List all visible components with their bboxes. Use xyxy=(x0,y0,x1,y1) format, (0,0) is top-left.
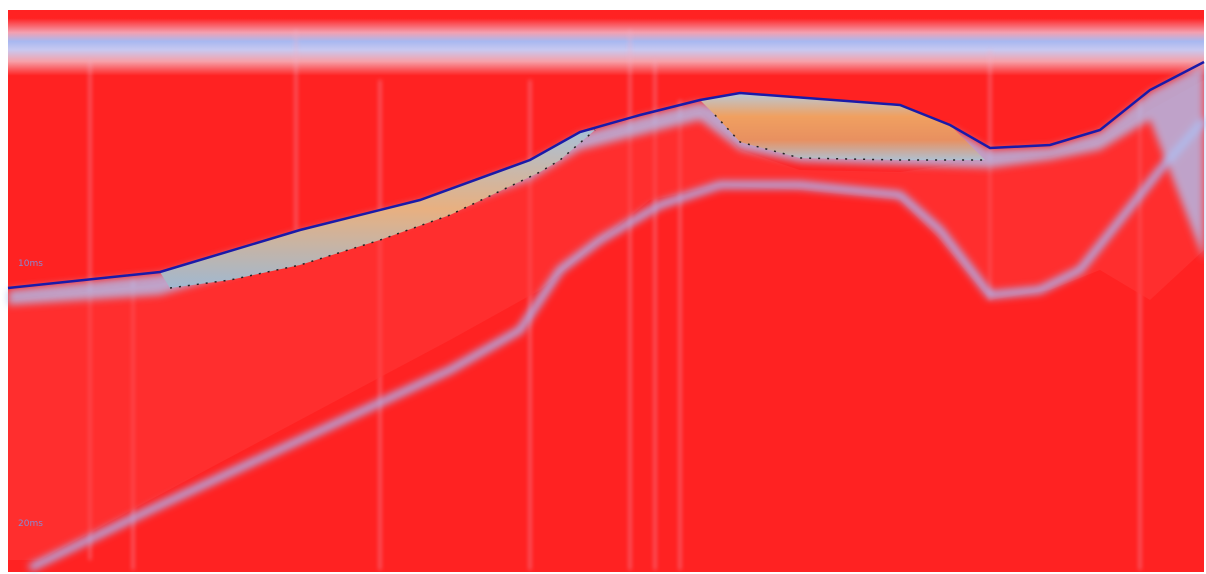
depth-label: 20ms xyxy=(18,519,43,529)
echogram: 10ms 20ms xyxy=(0,0,1206,574)
surface-band xyxy=(8,18,1204,76)
page: 10ms 20ms (() => { const data = JSON.par… xyxy=(0,0,1206,574)
depth-label: 10ms xyxy=(18,259,43,269)
